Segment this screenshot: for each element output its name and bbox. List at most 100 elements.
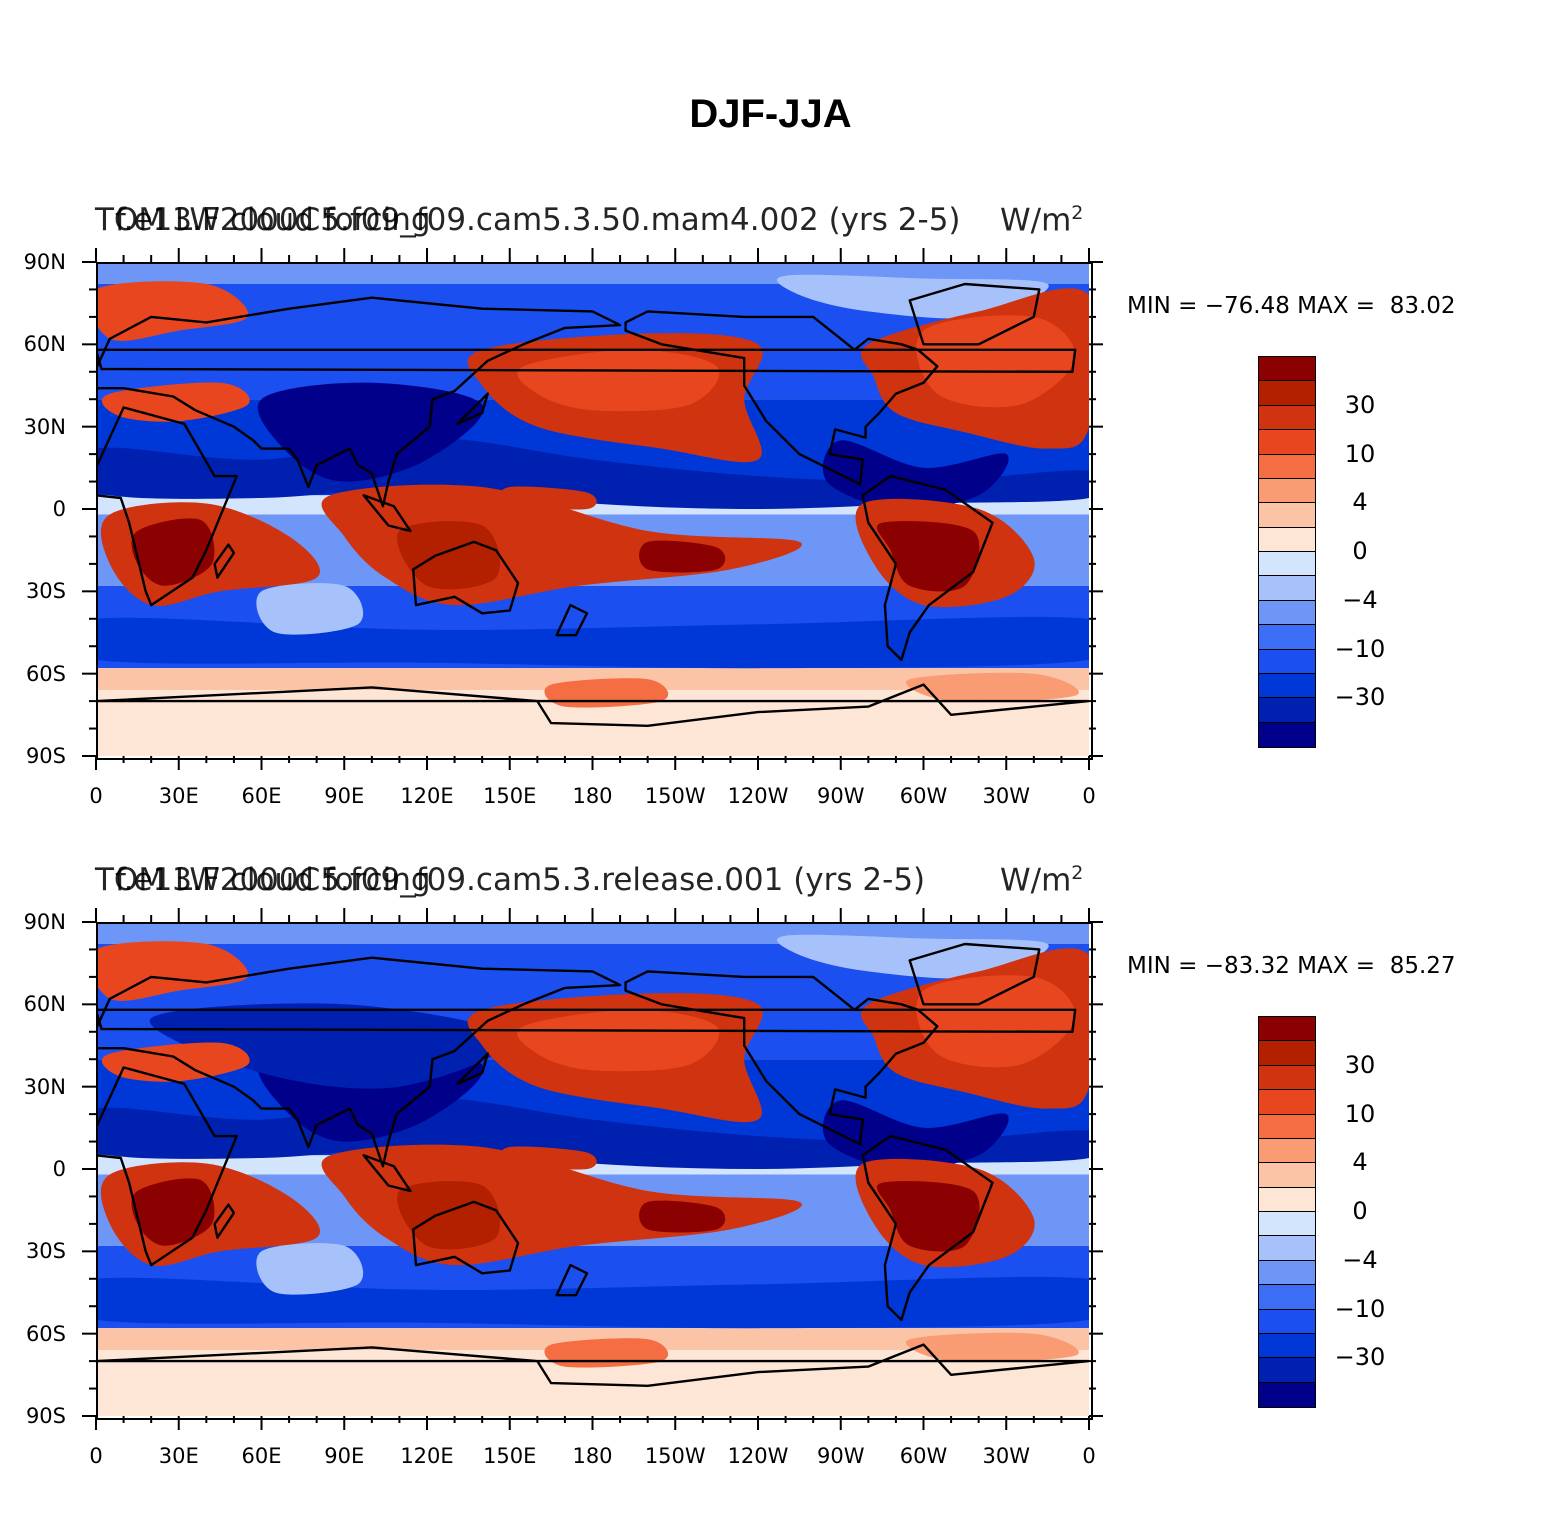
coastlines — [96, 942, 1089, 1387]
lat-tick-label: 30S — [25, 1239, 66, 1264]
colorbar-outline — [1258, 1016, 1316, 1408]
indian-ocean-light — [256, 583, 364, 635]
indian-ocean-light — [256, 1243, 364, 1295]
colorbar-box — [1258, 672, 1316, 699]
colorbar-label: −4 — [1342, 1245, 1378, 1274]
lat-tick-label: 60S — [25, 1321, 66, 1346]
ross-sea-red — [544, 1338, 669, 1368]
spcz-core — [639, 540, 726, 573]
north-pacific-core — [517, 1009, 720, 1072]
north-pacific-core — [517, 349, 720, 412]
australia-core — [397, 1181, 501, 1250]
lat-tick-label: 90N — [23, 250, 66, 274]
eurasia-blue — [149, 1003, 511, 1089]
britain-coast — [96, 1008, 1077, 1033]
africa-deep-red — [131, 1178, 215, 1246]
lon-tick-label: 60E — [241, 1444, 282, 1468]
colorbar-label: 0 — [1352, 1197, 1368, 1225]
lat-tick-label: 90N — [23, 910, 66, 934]
colorbar-label: −4 — [1342, 585, 1378, 614]
lon-tick-label: 90E — [324, 1444, 365, 1468]
colorbar-label: 30 — [1344, 390, 1376, 419]
colorbar-box — [1258, 1357, 1316, 1383]
eurasia-coast — [96, 956, 622, 1168]
lon-tick-label: 0 — [1082, 784, 1096, 808]
south-america-deep-red — [876, 521, 980, 592]
lon-tick-label: 0 — [89, 784, 103, 808]
lon-tick-label: 90E — [324, 784, 365, 808]
madagascar-coast — [213, 1203, 236, 1239]
panel-2-colorbar — [1258, 1016, 1316, 1408]
lat-tick-label: 60N — [23, 992, 66, 1017]
lon-tick-label: 120W — [727, 1444, 789, 1468]
colorbar-label: −10 — [1334, 1294, 1386, 1323]
lon-tick-label: 90W — [817, 784, 865, 808]
panel-1-minmax: MIN = −76.48 MAX = 83.02 — [1127, 293, 1456, 319]
lat-tick-label: 30N — [23, 1074, 66, 1099]
north-atlantic-core — [916, 315, 1076, 408]
colorbar-box — [1258, 1016, 1316, 1042]
australia-coast — [412, 1200, 520, 1275]
lat-tick-label: 30S — [25, 579, 66, 604]
map-panel-1: TOM LW cloud forcing f.e13.F2000C5.f09_f… — [0, 190, 1541, 850]
panel-2-left-title: TOM LW cloud forcing — [95, 862, 431, 898]
lon-tick-label: 30E — [158, 784, 199, 808]
colorbar-box — [1258, 404, 1316, 431]
lat-tick-label: 60N — [23, 332, 66, 357]
itcz-red — [500, 486, 597, 510]
lon-tick-label: 120E — [400, 784, 454, 808]
ross-sea-red — [544, 678, 669, 708]
colorbar-label: 4 — [1352, 1148, 1368, 1177]
lon-tick-label: 30W — [982, 1444, 1031, 1468]
new-zealand-coast — [555, 1263, 589, 1297]
north-atlantic-core — [916, 975, 1076, 1068]
asia-deep-blue — [257, 382, 484, 482]
colorbar-outline — [1258, 356, 1316, 748]
south-america-coast — [861, 474, 994, 662]
australia-coast — [412, 540, 520, 615]
lon-tick-label: 0 — [1082, 1444, 1096, 1468]
colorbar-box — [1258, 551, 1316, 577]
africa-coast — [96, 1066, 238, 1267]
southern-ocean-band — [96, 668, 1089, 691]
southern-ocean-band — [96, 1328, 1089, 1351]
new-zealand-coast — [555, 603, 589, 637]
lon-tick-label: 30E — [158, 1444, 199, 1468]
lon-tick-label: 150W — [644, 1444, 706, 1468]
panel-2-case-title: f.e13.F2000C5.f09_f09.cam5.3.release.001… — [115, 862, 926, 898]
main-title: DJF-JJA — [689, 92, 852, 136]
southern-storm-track — [96, 616, 1089, 669]
indonesia-coast — [362, 494, 412, 533]
weddell-red — [906, 1332, 1079, 1363]
britain-coast — [96, 348, 1077, 373]
southern-storm-track — [96, 1276, 1089, 1329]
antarctica-coast — [96, 1343, 1089, 1387]
lon-tick-label: 60W — [899, 1444, 948, 1468]
lat-tick-label: 30N — [23, 414, 66, 439]
japan-coast — [456, 392, 489, 426]
lon-tick-label: 120W — [727, 784, 789, 808]
colorbar-label: −30 — [1334, 1343, 1386, 1372]
itcz-red — [500, 1146, 597, 1170]
panel-1-case-title: f.e13.F2000C5.f09_f09.cam5.3.50.mam4.002… — [115, 202, 961, 238]
colorbar-box — [1258, 1137, 1316, 1164]
weddell-red — [906, 672, 1079, 703]
north-america-coast — [624, 310, 939, 486]
panel-1-map — [96, 262, 1091, 758]
eurasia-coast — [96, 296, 622, 508]
lon-tick-label: 60W — [899, 784, 948, 808]
lat-tick-label: 60S — [25, 661, 66, 686]
colorbar-label: 30 — [1344, 1050, 1376, 1079]
lon-tick-label: 150E — [483, 1444, 537, 1468]
antarctica-coast — [96, 683, 1089, 727]
south-america-deep-red — [876, 1181, 980, 1252]
colorbar-label: 4 — [1352, 488, 1368, 517]
panel-2-units: W/m2 — [1000, 862, 1084, 899]
colorbar-box — [1258, 599, 1316, 626]
lat-tick-label: 0 — [52, 1157, 66, 1181]
colorbar-box — [1258, 624, 1316, 650]
map-panel-2: TOM LW cloud forcing f.e13.F2000C5.f09_f… — [0, 850, 1541, 1510]
lat-tick-label: 90S — [25, 744, 66, 768]
lon-tick-label: 90W — [817, 1444, 865, 1468]
lon-tick-label: 180 — [572, 1444, 613, 1468]
